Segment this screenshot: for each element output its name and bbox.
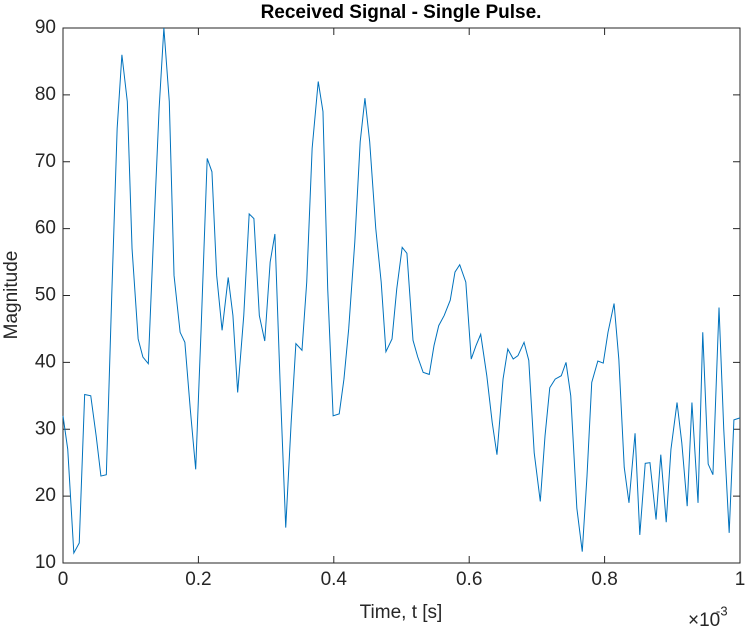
x-tick-label: 0.4 xyxy=(321,569,348,590)
chart-title: Received Signal - Single Pulse. xyxy=(261,2,542,23)
x-tick-label: 0 xyxy=(58,569,69,590)
y-tick-label: 60 xyxy=(35,218,56,239)
y-tick-label: 40 xyxy=(35,351,56,372)
y-tick-label: 30 xyxy=(35,418,56,439)
x-tick-label: 0.6 xyxy=(456,569,482,590)
plot-area xyxy=(62,27,741,564)
x-tick-label: 0.8 xyxy=(591,569,617,590)
y-tick-label: 70 xyxy=(35,151,56,172)
x-multiplier: ×10 xyxy=(688,610,720,630)
data-line xyxy=(62,27,741,555)
y-tick-label: 90 xyxy=(35,17,56,38)
x-tick-label: 1 xyxy=(735,569,746,590)
y-tick-label: 50 xyxy=(35,285,56,306)
y-tick-label: 80 xyxy=(35,84,56,105)
y-tick-label: 20 xyxy=(35,485,56,506)
x-multiplier-exponent: -3 xyxy=(716,603,728,618)
x-tick-label: 0.2 xyxy=(185,569,211,590)
x-axis-label: Time, t [s] xyxy=(360,602,443,623)
y-axis-label: Magnitude xyxy=(1,251,22,340)
y-tick-label: 10 xyxy=(35,552,56,573)
